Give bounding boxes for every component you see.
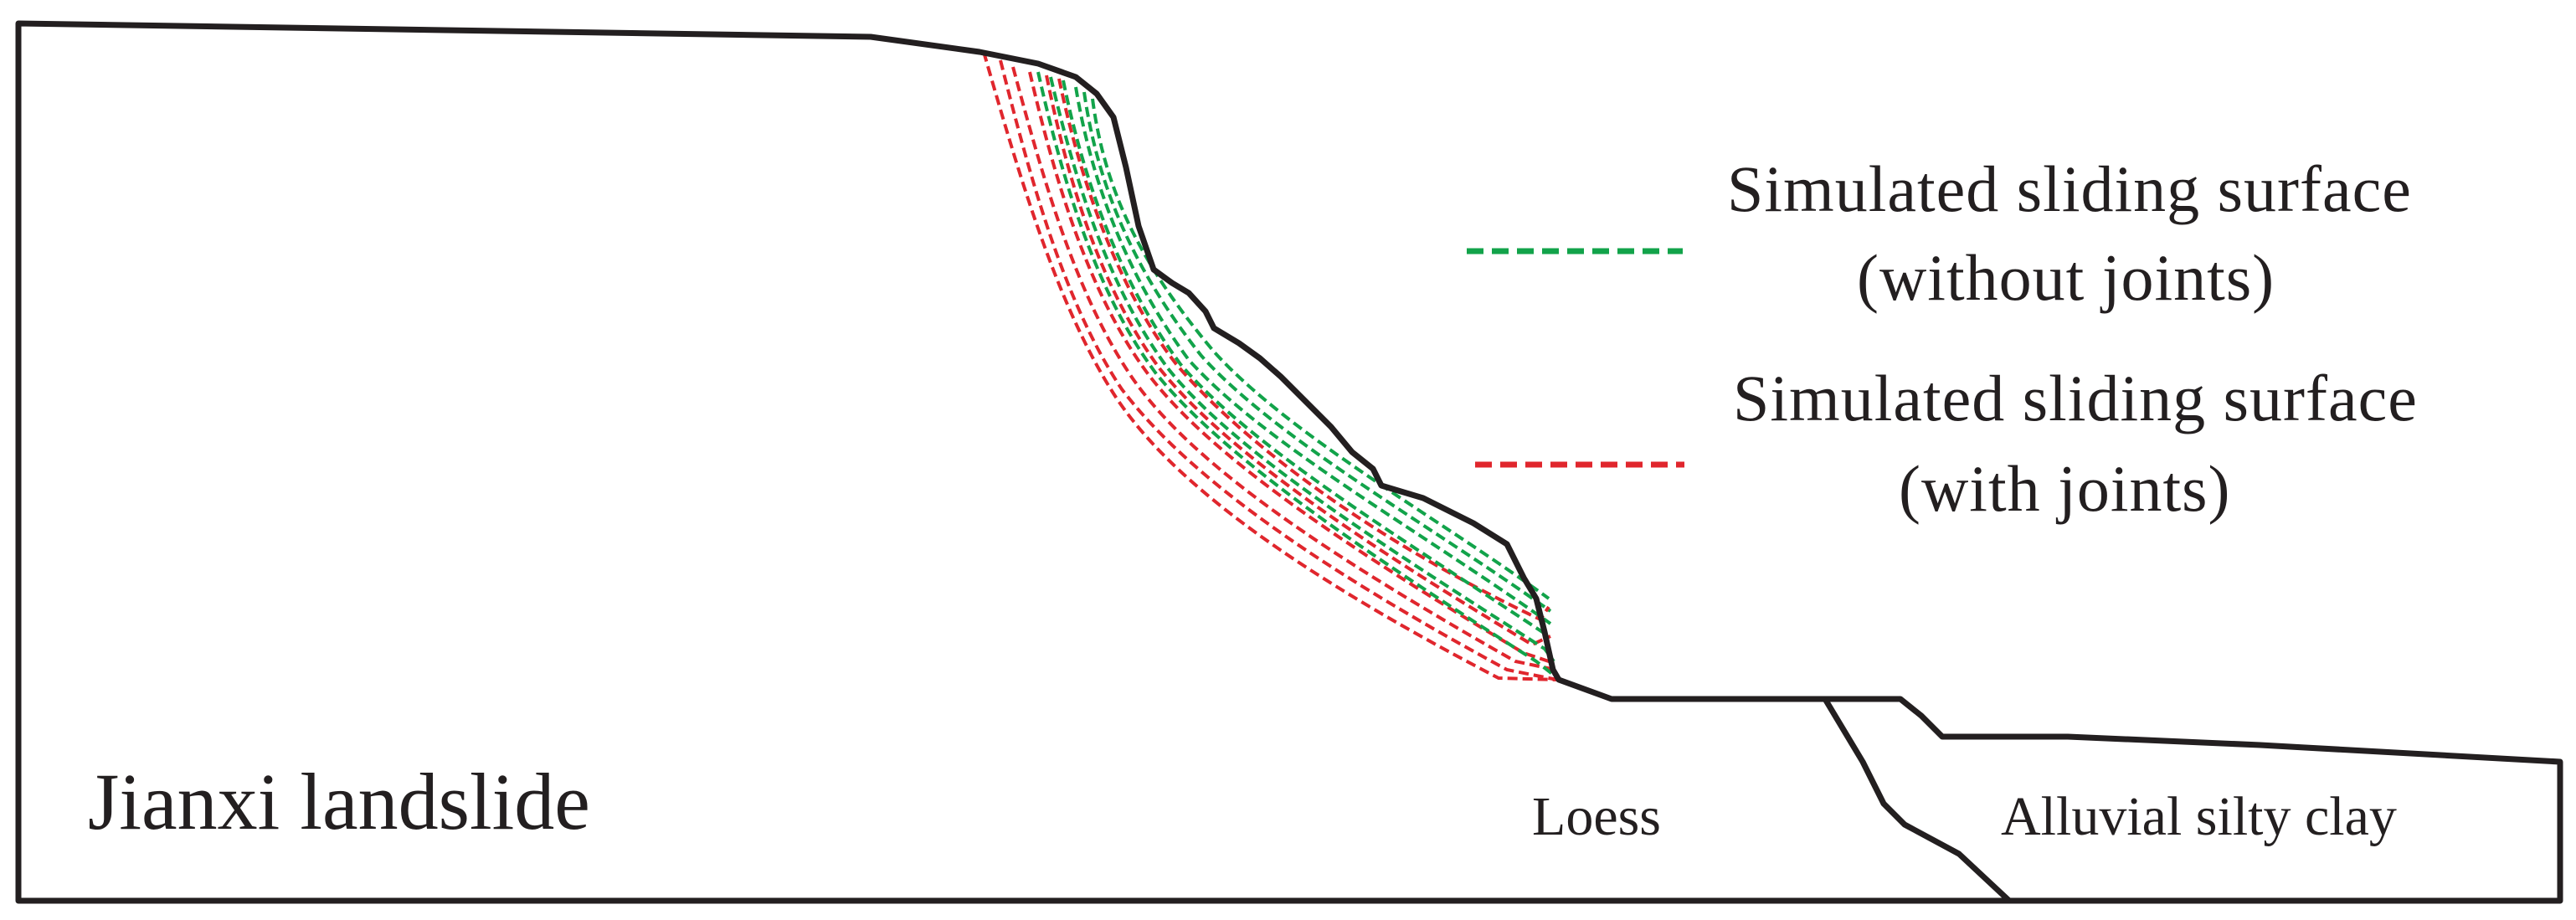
sliding-surface-without-joints-5 [1082,91,1552,613]
section-outline [15,20,2563,904]
sliding-surface-with-joints-1 [982,51,1558,681]
sliding-surface-without-joints-6 [1091,98,1550,600]
legend-with-joints-line2: (with joints) [1899,452,2231,525]
legend-with-joints-line1: Simulated sliding surface [1733,362,2418,434]
legend-without-joints-line1: Simulated sliding surface [1727,152,2412,225]
sliding-surface-with-joints-4 [1028,71,1555,665]
legend-without-joints-line2: (without joints) [1857,241,2275,314]
sliding-surface-without-joints-3 [1062,80,1550,638]
loess-label: Loess [1532,786,1661,847]
sliding-surface-without-joints-2 [1049,76,1555,663]
soil-boundary-line [1822,697,2012,903]
sliding-surface-with-joints-6 [1057,78,1550,622]
alluvial-silty-clay-label: Alluvial silty clay [2001,786,2397,847]
sliding-surfaces-with-joints [982,51,1558,681]
sliding-surface-with-joints-3 [1011,66,1556,671]
sliding-surfaces-without-joints [1036,71,1557,678]
sliding-surface-with-joints-5 [1045,75,1551,647]
sliding-surface-with-joints-2 [999,59,1558,681]
diagram-title: Jianxi landslide [88,757,590,846]
sliding-surface-without-joints-4 [1074,86,1552,625]
sliding-surface-without-joints-1 [1036,71,1557,678]
